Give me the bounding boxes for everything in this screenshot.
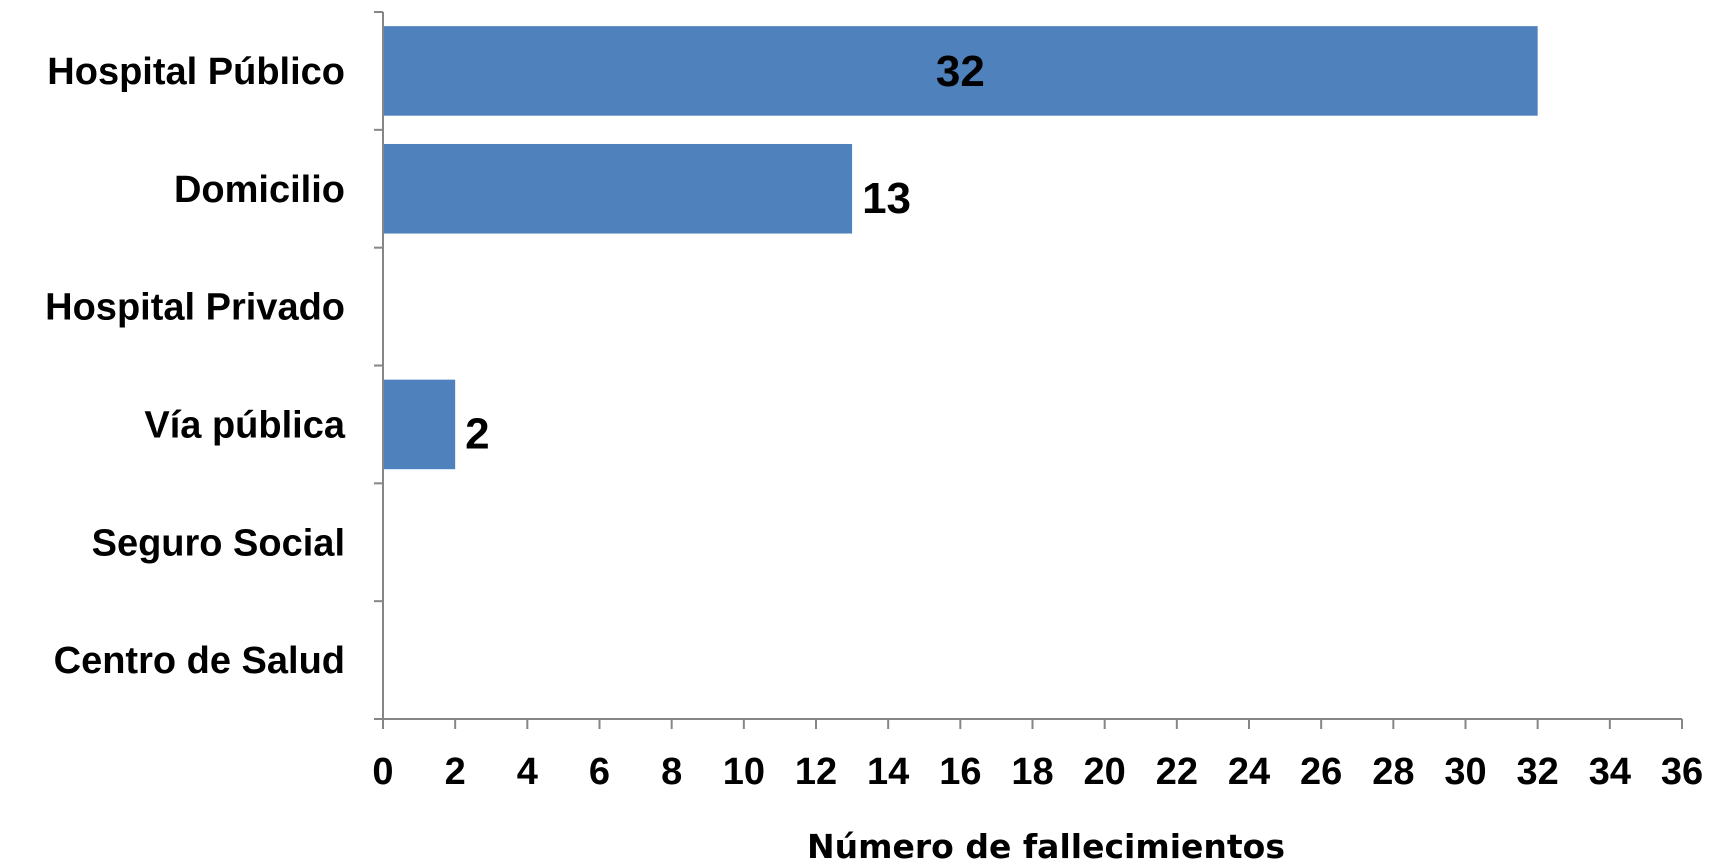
x-tick-label: 6 — [589, 751, 610, 793]
x-axis-title: Número de fallecimientos — [807, 827, 1285, 865]
x-tick-label: 10 — [723, 751, 765, 793]
x-tick-label: 24 — [1228, 751, 1270, 793]
x-tick-label: 18 — [1011, 751, 1053, 793]
x-tick-label: 4 — [517, 751, 538, 793]
bar — [383, 26, 1538, 116]
category-label: Hospital Público — [47, 51, 345, 93]
x-tick-label: 36 — [1661, 751, 1703, 793]
x-tick-label: 0 — [372, 751, 393, 793]
x-tick-label: 26 — [1300, 751, 1342, 793]
x-tick-label: 20 — [1084, 751, 1126, 793]
category-label: Vía pública — [144, 404, 345, 446]
category-label: Seguro Social — [92, 522, 345, 564]
bars-group — [383, 26, 1538, 470]
x-axis: 0 2 4 6 8 10 12 14 16 18 20 22 24 26 28 30 32 34 36 — [372, 718, 1703, 793]
category-labels-group: Hospital Público Domicilio Hospital Privad… — [45, 51, 346, 682]
x-tick-label: 16 — [939, 751, 981, 793]
data-label: 13 — [862, 174, 911, 223]
x-tick-label: 2 — [445, 751, 466, 793]
x-tick-label: 14 — [867, 751, 909, 793]
data-label: 2 — [465, 409, 489, 458]
bar — [383, 143, 853, 234]
x-tick-label: 12 — [795, 751, 837, 793]
x-tick-label: 8 — [661, 751, 682, 793]
y-axis — [374, 11, 384, 720]
x-tick-label: 32 — [1517, 751, 1559, 793]
x-tick-label: 22 — [1156, 751, 1198, 793]
data-label: 32 — [936, 47, 985, 96]
bar — [383, 379, 456, 470]
x-tick-label: 30 — [1444, 751, 1486, 793]
category-label: Hospital Privado — [45, 287, 345, 329]
data-labels-group: 32 13 2 — [465, 47, 985, 458]
category-label: Domicilio — [174, 169, 345, 211]
x-tick-label: 28 — [1372, 751, 1414, 793]
x-tick-label: 34 — [1589, 751, 1631, 793]
category-label: Centro de Salud — [54, 640, 345, 682]
